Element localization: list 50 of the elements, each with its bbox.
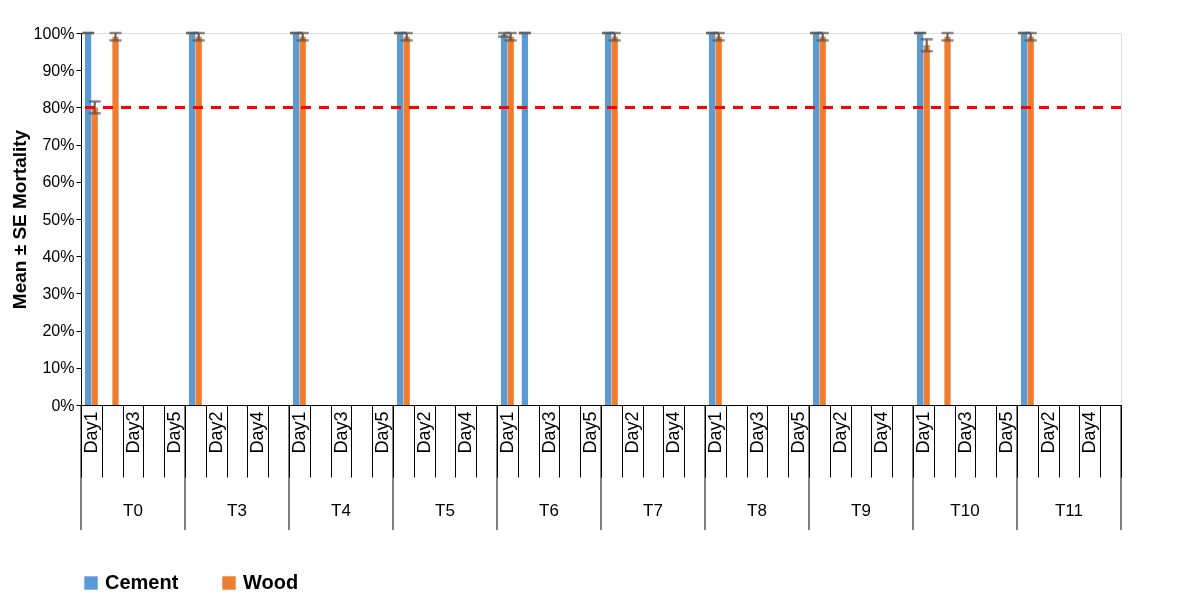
x-tick-label: Day5	[996, 411, 1017, 454]
text: T8	[747, 501, 767, 520]
x-tick-label: Day3	[122, 411, 143, 454]
x-tick-label: Day1	[288, 411, 309, 454]
y-tick-label: 20%	[42, 322, 75, 340]
y-tick-label: 40%	[42, 247, 75, 265]
text: T4	[331, 501, 351, 520]
x-tick-label: Day3	[746, 411, 767, 454]
y-tick-label: 80%	[42, 98, 75, 116]
y-tick-label: 30%	[42, 284, 75, 302]
x-tick-label: Day4	[455, 411, 476, 454]
x-tick-label: Day4	[871, 411, 892, 454]
text: T11	[1054, 501, 1084, 520]
x-tick-label: Day2	[205, 411, 226, 454]
y-tick-label: 60%	[42, 173, 75, 191]
y-axis-title: Mean ± SE Mortality	[8, 129, 30, 310]
legend-label: Wood	[243, 571, 299, 593]
text: T9	[851, 501, 871, 520]
x-tick-label: Day2	[1037, 411, 1058, 454]
text: T3	[227, 501, 247, 520]
x-tick-label: Day1	[704, 411, 725, 454]
text: T10	[950, 501, 980, 520]
y-tick-label: 90%	[42, 61, 75, 79]
x-tick-label: Day1	[912, 411, 933, 454]
x-tick-label: Day4	[1079, 411, 1100, 454]
text: T5	[435, 501, 455, 520]
text: T0	[123, 501, 143, 520]
x-tick-label: Day2	[621, 411, 642, 454]
x-tick-label: Day2	[829, 411, 850, 454]
bar	[521, 33, 529, 405]
text: T7	[643, 501, 663, 520]
y-tick-label: 10%	[42, 359, 75, 377]
legend-label: Cement	[105, 571, 179, 593]
x-tick-label: Day1	[80, 411, 101, 454]
y-tick-label: 50%	[42, 210, 75, 228]
text: T6	[539, 501, 559, 520]
x-tick-label: Day3	[538, 411, 559, 454]
x-tick-label: Day3	[954, 411, 975, 454]
x-tick-label: Day5	[164, 411, 185, 454]
x-tick-label: Day5	[788, 411, 809, 454]
y-tick-label: 100%	[33, 24, 75, 42]
x-tick-label: Day5	[580, 411, 601, 454]
x-tick-label: Day4	[247, 411, 268, 454]
x-tick-label: Day1	[496, 411, 517, 454]
x-tick-label: Day2	[413, 411, 434, 454]
y-tick-label: 0%	[51, 396, 75, 414]
x-tick-label: Day5	[372, 411, 393, 454]
x-tick-label: Day4	[663, 411, 684, 454]
y-tick-label: 70%	[42, 136, 75, 154]
x-tick-label: Day3	[330, 411, 351, 454]
